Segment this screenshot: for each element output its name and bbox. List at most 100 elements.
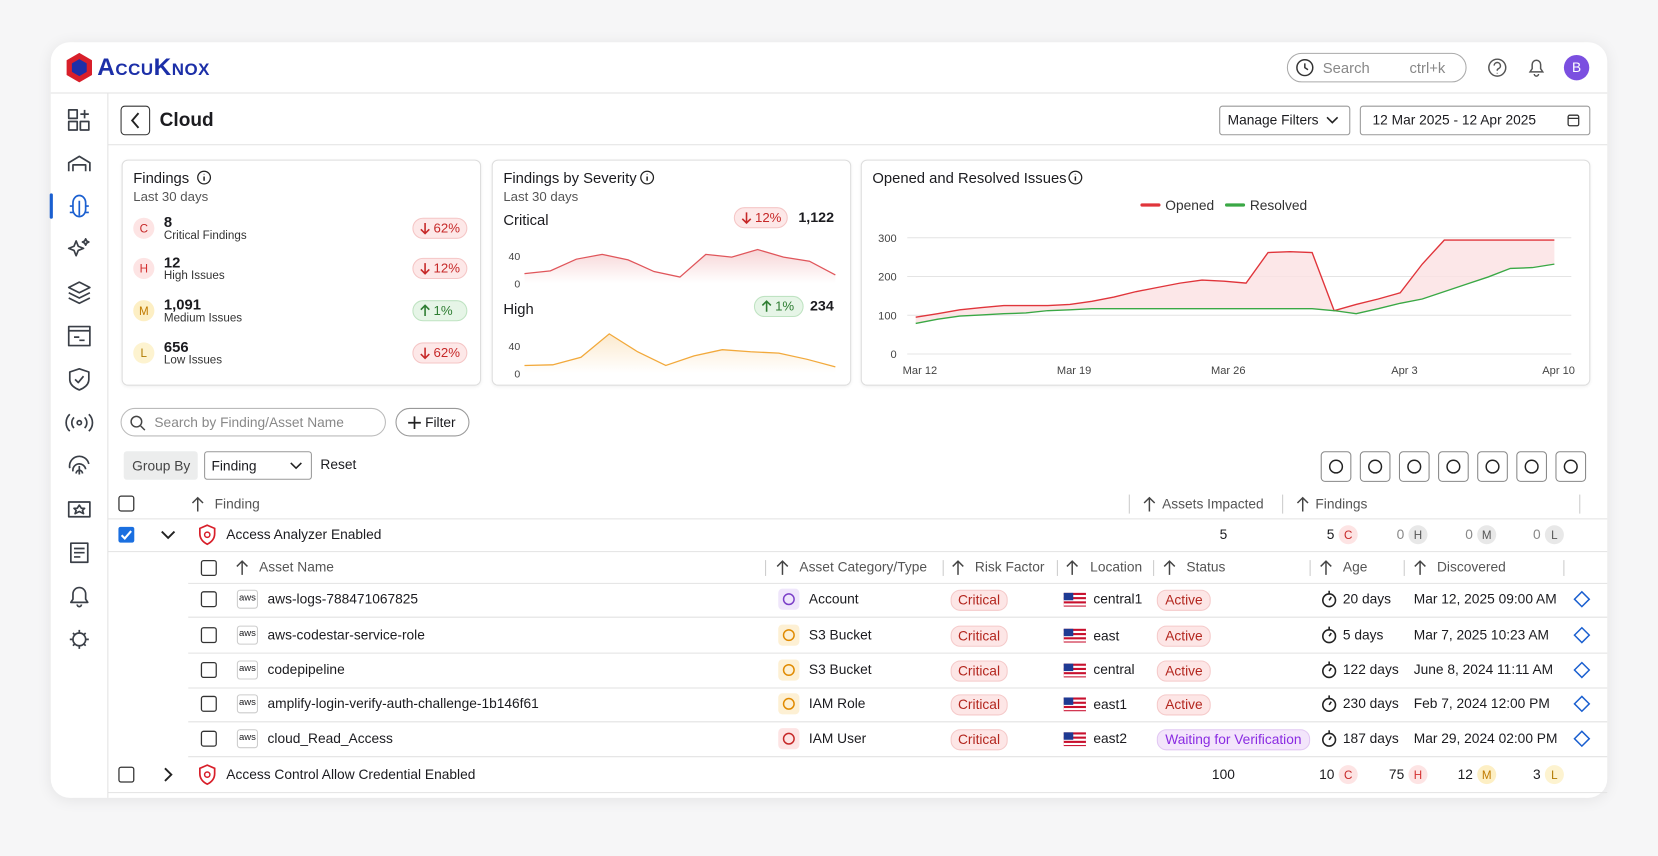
- nav-icon: [67, 281, 91, 305]
- flag-stripe: [1063, 738, 1086, 741]
- discovered: Mar 29, 2024 02:00 PM: [1413, 730, 1558, 747]
- avatar[interactable]: [1563, 54, 1590, 81]
- y-tick-label: 40: [508, 251, 520, 263]
- column-header: Asset Category/Type: [799, 559, 927, 575]
- filter-button[interactable]: [395, 407, 470, 437]
- severity-letter: L: [1551, 769, 1558, 782]
- row-action: [1573, 590, 1591, 608]
- provider: aws: [238, 696, 256, 707]
- x-tick-label: Apr 3: [1391, 365, 1417, 377]
- nav-icon: [67, 501, 91, 518]
- age: 230 days: [1342, 695, 1399, 712]
- severity-badge: [1338, 525, 1358, 545]
- severity-name: Critical: [503, 211, 549, 229]
- search-shortcut: ctrl+k: [1409, 59, 1446, 77]
- category-icon: [778, 588, 800, 610]
- nav-icon: [65, 413, 94, 432]
- provider-icon: [236, 625, 259, 645]
- change-arrow: [761, 300, 772, 312]
- count: 3: [1532, 766, 1541, 783]
- category-icon: [778, 728, 800, 750]
- finding-icon: [199, 524, 216, 546]
- flag-canton: [1063, 663, 1074, 672]
- age: 187 days: [1342, 730, 1399, 747]
- asset-category: IAM User: [808, 730, 867, 747]
- action-icon: [1328, 459, 1344, 474]
- nav-icon: [69, 629, 89, 649]
- calendar-icon: [1567, 114, 1580, 127]
- y-tick-label: 100: [878, 311, 896, 323]
- brand: AccuKnox: [97, 52, 210, 81]
- nav-icon: [68, 455, 90, 475]
- location: east2: [1093, 730, 1127, 747]
- legend-label: Opened: [1165, 198, 1214, 213]
- x-tick-label: Mar 19: [1057, 365, 1091, 377]
- risk-factor: Critical: [950, 589, 1008, 611]
- info-icon: [640, 170, 655, 185]
- back-icon: [130, 112, 140, 129]
- change-value: 1%: [433, 303, 453, 319]
- action-button[interactable]: [1555, 451, 1587, 482]
- chevron: [161, 530, 176, 540]
- row-action: [1573, 661, 1591, 679]
- search-box[interactable]: [1286, 52, 1467, 83]
- logo: [71, 59, 87, 77]
- severity-letter: M: [139, 305, 149, 318]
- flag-stripe: [1063, 670, 1086, 673]
- severity-badge: [1544, 765, 1564, 785]
- location: east1: [1093, 696, 1127, 713]
- location: east: [1093, 627, 1120, 644]
- back-button[interactable]: [120, 105, 151, 136]
- action-button[interactable]: [1320, 451, 1352, 482]
- action-button[interactable]: [1438, 451, 1469, 482]
- severity-letter: M: [1482, 769, 1492, 782]
- help-icon: [1488, 58, 1507, 77]
- sort-arrow: [191, 496, 204, 512]
- count: 10: [1319, 766, 1335, 783]
- severity-letter: M: [1482, 529, 1492, 542]
- manage-filters[interactable]: [1219, 105, 1351, 136]
- risk-factor: Critical: [950, 660, 1008, 682]
- checkbox: [118, 495, 135, 512]
- row-action: [1573, 626, 1591, 644]
- card-title: Opened and Resolved Issues: [872, 169, 1067, 186]
- card-subtitle: Last 30 days: [503, 189, 579, 204]
- asset-category: S3 Bucket: [808, 626, 872, 643]
- flag-stripe: [1063, 742, 1086, 746]
- action-button[interactable]: [1398, 451, 1430, 482]
- risk-factor: Critical: [950, 729, 1008, 751]
- provider: aws: [238, 731, 256, 742]
- severity-letter: H: [1414, 769, 1422, 782]
- nav-active: [49, 193, 53, 219]
- finding-count: 1,091: [163, 295, 201, 313]
- y-tick-label: 300: [878, 233, 896, 245]
- y-tick-label: 0: [891, 349, 897, 361]
- action-button[interactable]: [1516, 451, 1547, 482]
- reset[interactable]: Reset: [320, 456, 357, 473]
- line: [524, 333, 836, 368]
- table-search-placeholder: Search by Finding/Asset Name: [154, 414, 344, 431]
- severity-letter: C: [1344, 529, 1352, 542]
- count: 0: [1396, 526, 1405, 543]
- column-header: Assets Impacted: [1162, 495, 1264, 512]
- column-header: Finding: [214, 495, 260, 512]
- finding-name: Access Analyzer Enabled: [226, 526, 382, 543]
- location: central1: [1093, 590, 1143, 607]
- column-header: Status: [1186, 559, 1226, 575]
- checkbox: [118, 526, 135, 543]
- action-button[interactable]: [1359, 451, 1391, 482]
- flag-stripe: [1063, 630, 1086, 634]
- discovered: Feb 7, 2024 12:00 PM: [1413, 695, 1550, 712]
- action-button[interactable]: [1477, 451, 1508, 482]
- provider-icon: [236, 660, 259, 680]
- table-search[interactable]: [120, 407, 386, 437]
- nav-icon: [67, 325, 91, 347]
- change-value: 62%: [433, 345, 461, 361]
- finding-name: Access Control Allow Credential Enabled: [226, 766, 476, 783]
- date-range[interactable]: [1359, 105, 1591, 136]
- provider: aws: [238, 591, 256, 603]
- severity-letter: C: [140, 222, 148, 235]
- change-arrow: [741, 212, 752, 225]
- group-select[interactable]: [204, 451, 312, 480]
- finding-label: High Issues: [163, 269, 225, 283]
